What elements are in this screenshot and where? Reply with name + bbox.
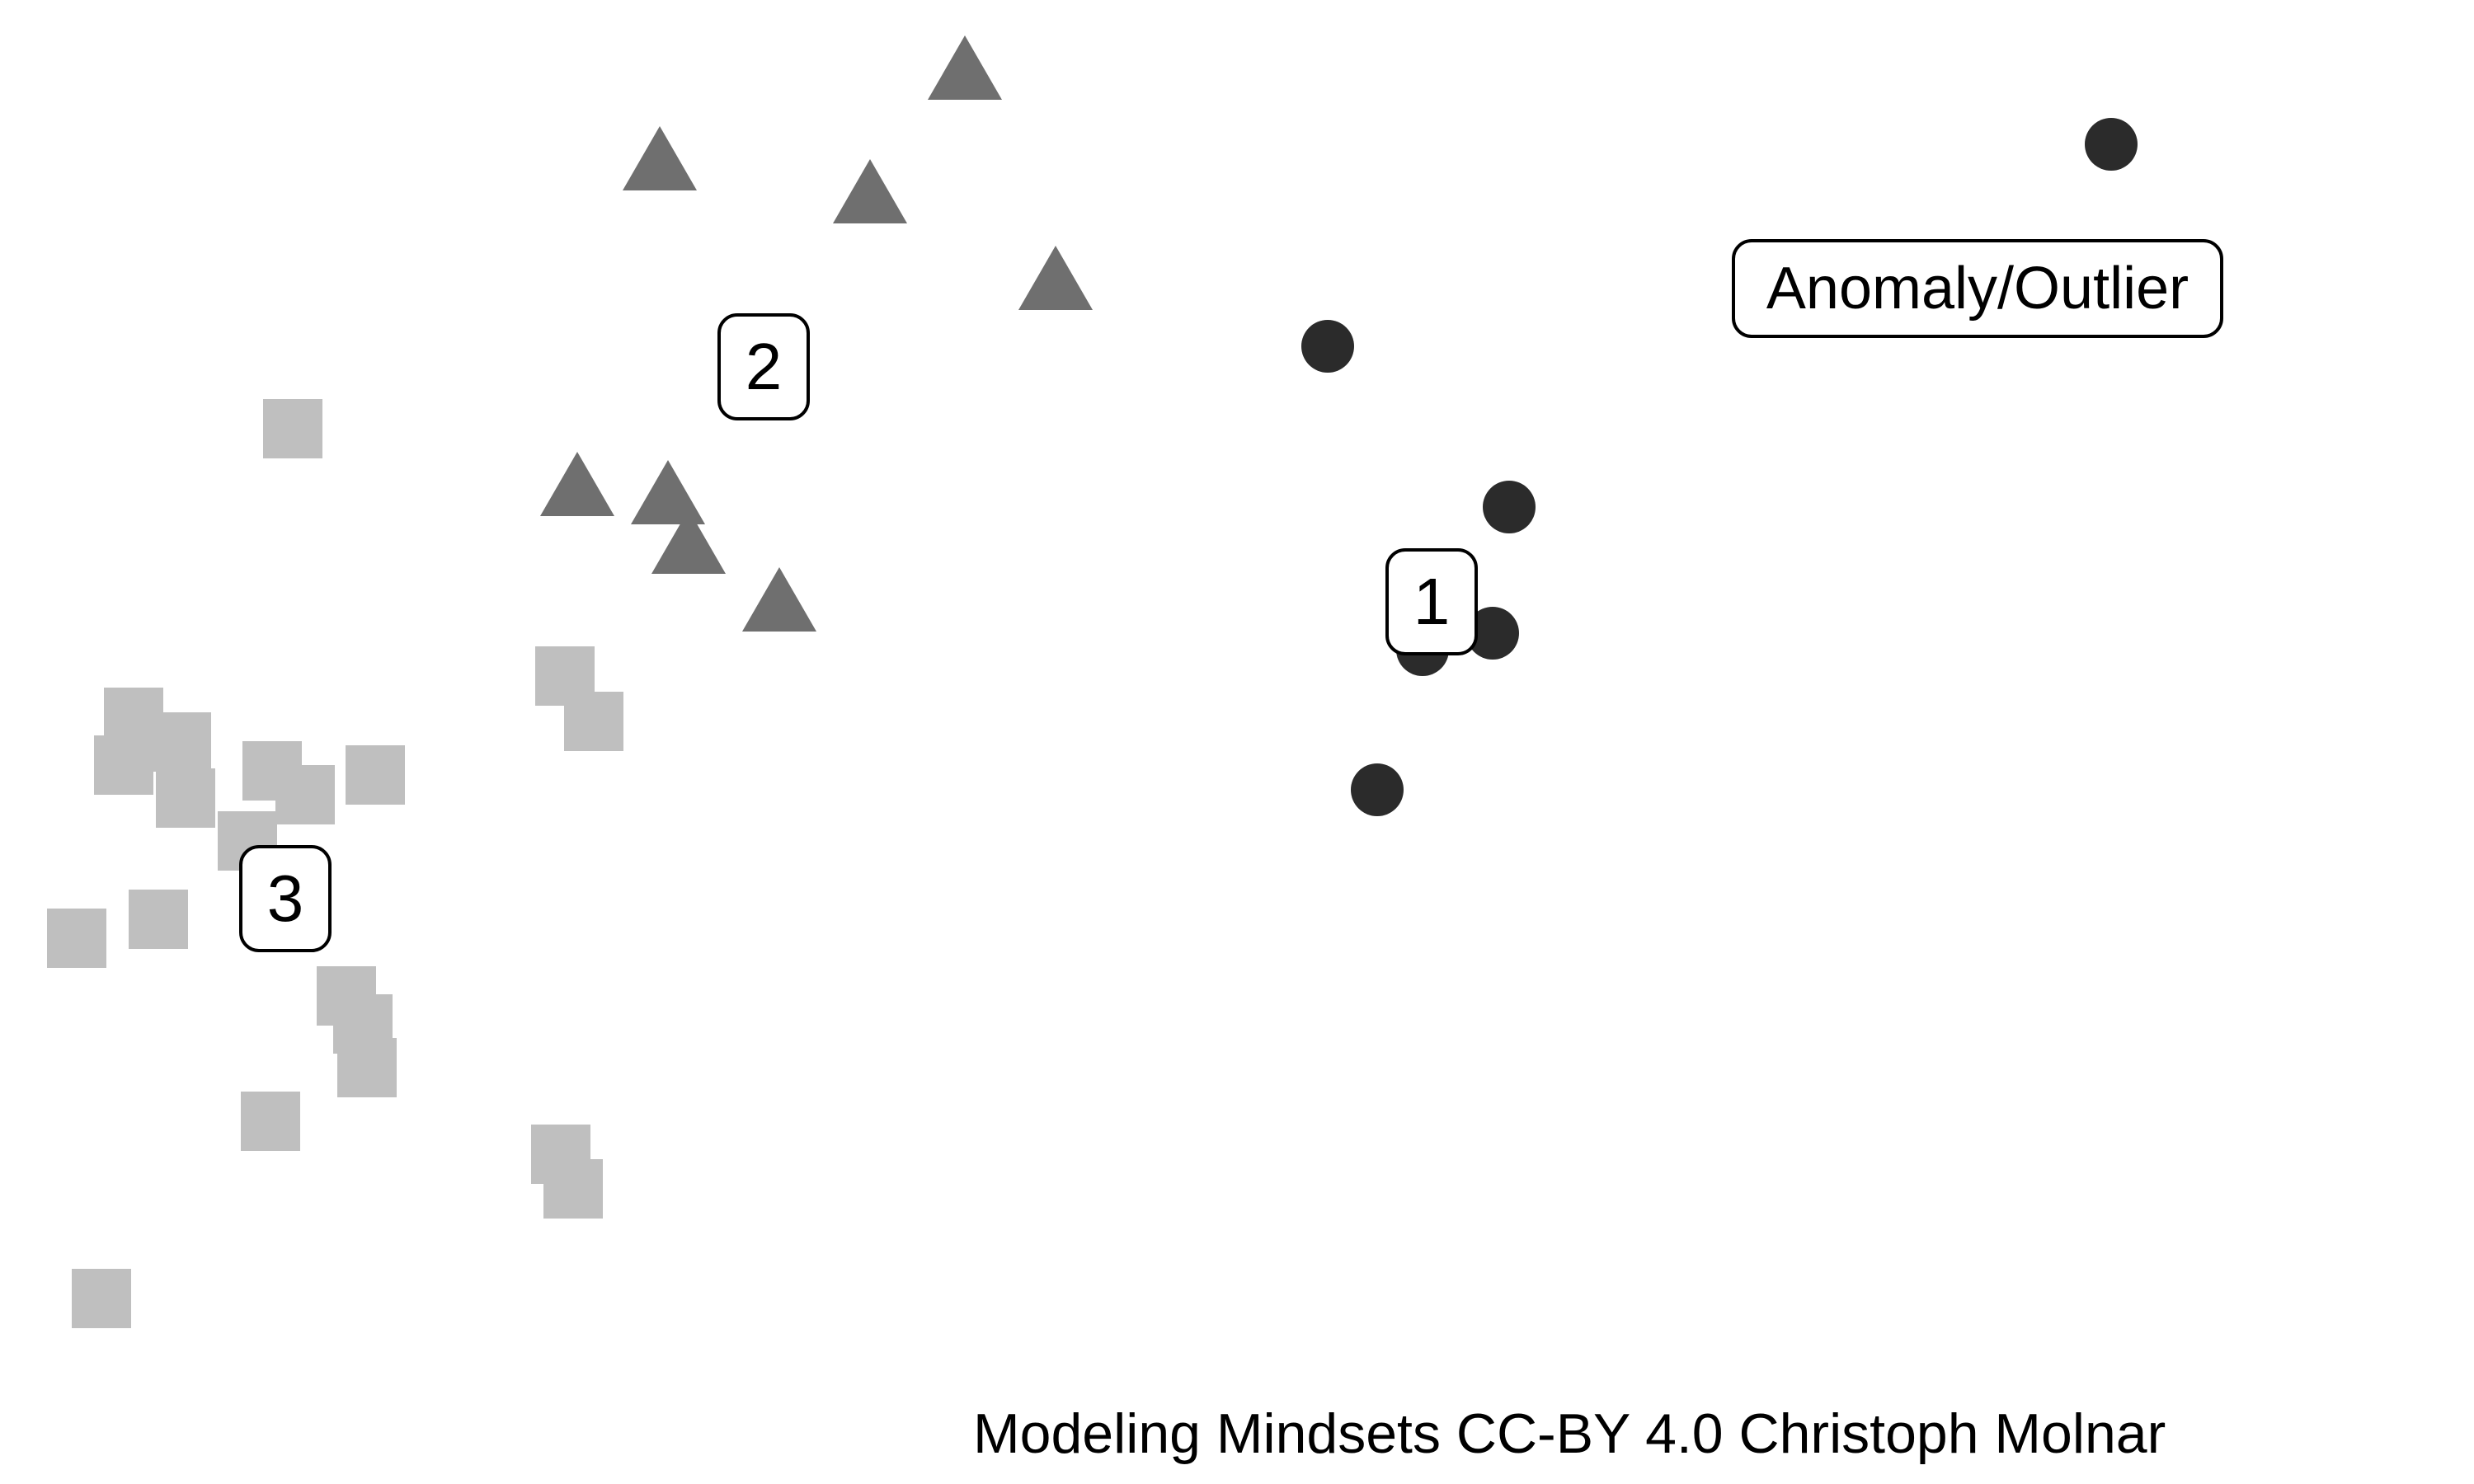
data-point-square (543, 1159, 603, 1219)
data-point-triangle (540, 452, 614, 516)
data-point-circle (1483, 481, 1536, 533)
data-point-triangle (928, 35, 1002, 100)
data-point-square (346, 745, 405, 805)
data-point-square (72, 1269, 131, 1328)
data-point-square (337, 1038, 397, 1097)
scatter-plot (0, 0, 2474, 1484)
data-point-square (129, 890, 188, 949)
data-point-square (152, 712, 211, 772)
data-point-square (275, 765, 335, 824)
data-point-triangle (833, 159, 907, 223)
attribution-text: Modeling Mindsets CC-BY 4.0 Christoph Mo… (973, 1402, 2166, 1466)
label-cluster-1: 1 (1385, 548, 1478, 655)
data-point-triangle (1018, 246, 1093, 310)
data-point-triangle (631, 460, 705, 524)
data-point-square (241, 1092, 300, 1151)
data-point-triangle (742, 567, 816, 632)
data-point-triangle (623, 126, 697, 190)
data-point-circle (2085, 118, 2138, 171)
data-point-circle (1351, 763, 1404, 816)
label-anomaly: Anomaly/Outlier (1732, 239, 2223, 338)
data-point-square (564, 692, 623, 751)
data-point-square (47, 909, 106, 968)
data-point-square (263, 399, 322, 458)
label-cluster-2: 2 (717, 313, 810, 420)
data-point-square (94, 735, 153, 795)
label-cluster-3: 3 (239, 845, 332, 952)
data-point-circle (1301, 320, 1354, 373)
data-point-square (156, 768, 215, 828)
